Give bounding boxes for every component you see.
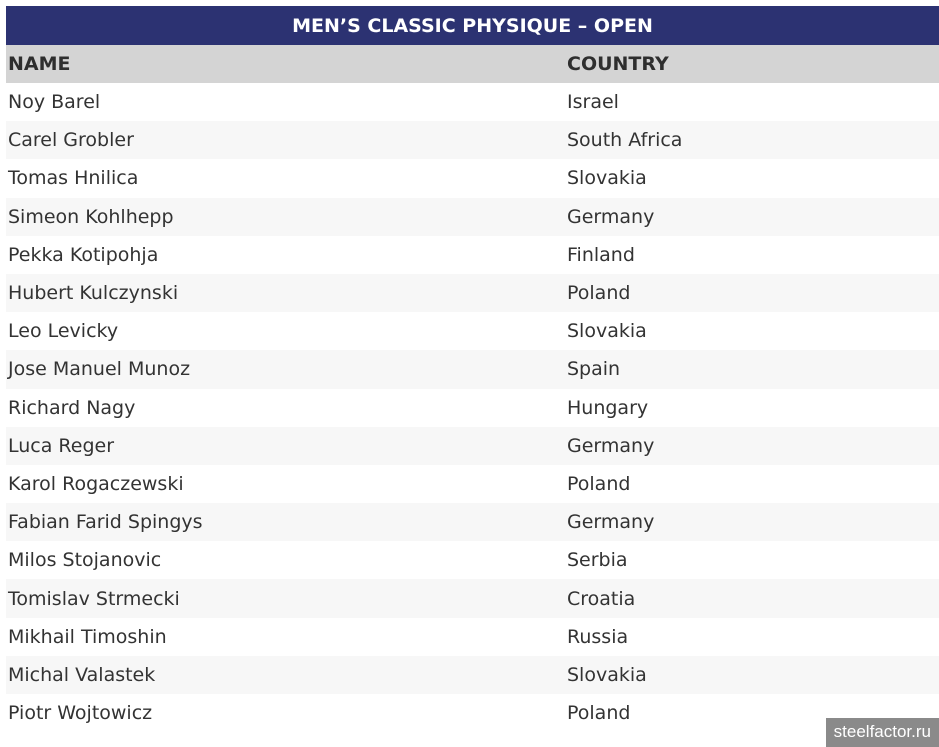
- watermark: steelfactor.ru: [825, 718, 939, 747]
- cell-name: Tomas Hnilica: [8, 167, 139, 190]
- table-title: MEN’S CLASSIC PHYSIQUE – OPEN: [6, 6, 939, 45]
- table-row: Richard Nagy Hungary: [6, 389, 939, 427]
- cell-name: Hubert Kulczynski: [8, 282, 179, 305]
- cell-country: Slovakia: [567, 663, 647, 686]
- cell-country: Slovakia: [567, 320, 647, 343]
- table-header: NAME COUNTRY: [6, 45, 939, 83]
- table-body: Noy Barel Israel Carel Grobler South Africa…: [6, 83, 939, 732]
- cell-country: Germany: [567, 434, 655, 457]
- cell-country: Russia: [567, 625, 629, 648]
- cell-name: Pekka Kotipohja: [8, 243, 159, 266]
- header-name: NAME: [8, 53, 71, 75]
- cell-name: Mikhail Timoshin: [8, 625, 167, 648]
- table-row: Fabian Farid Spingys Germany: [6, 503, 939, 542]
- table-row: Leo Levicky Slovakia: [6, 312, 939, 350]
- cell-name: Leo Levicky: [8, 320, 119, 343]
- header-country: COUNTRY: [567, 53, 669, 75]
- cell-name: Tomislav Strmecki: [8, 587, 180, 610]
- cell-name: Jose Manuel Munoz: [8, 358, 191, 381]
- table-row: Jose Manuel Munoz Spain: [6, 350, 939, 389]
- cell-name: Luca Reger: [8, 434, 115, 457]
- cell-country: Poland: [567, 282, 631, 305]
- cell-country: Finland: [567, 243, 635, 266]
- cell-country: Israel: [567, 91, 619, 114]
- cell-name: Richard Nagy: [8, 396, 136, 419]
- cell-country: Serbia: [567, 549, 628, 572]
- cell-country: Germany: [567, 205, 655, 228]
- cell-country: Poland: [567, 702, 631, 725]
- table-row: Tomislav Strmecki Croatia: [6, 579, 939, 618]
- cell-name: Piotr Wojtowicz: [8, 702, 153, 725]
- table-row: Piotr Wojtowicz Poland: [6, 694, 939, 732]
- table-row: Michal Valastek Slovakia: [6, 655, 939, 694]
- cell-name: Karol Rogaczewski: [8, 472, 184, 495]
- table-row: Karol Rogaczewski Poland: [6, 465, 939, 503]
- cell-name: Michal Valastek: [8, 663, 156, 686]
- cell-name: Simeon Kohlhepp: [8, 205, 174, 228]
- cell-country: Germany: [567, 511, 655, 534]
- cell-country: Spain: [567, 358, 621, 381]
- table-row: Milos Stojanovic Serbia: [6, 541, 939, 579]
- table-row: Carel Grobler South Africa: [6, 121, 939, 160]
- cell-name: Noy Barel: [8, 91, 101, 114]
- cell-country: South Africa: [567, 129, 683, 152]
- cell-country: Croatia: [567, 587, 636, 610]
- cell-name: Carel Grobler: [8, 129, 134, 152]
- table-row: Luca Reger Germany: [6, 426, 939, 465]
- cell-country: Slovakia: [567, 167, 647, 190]
- cell-country: Poland: [567, 472, 631, 495]
- cell-country: Hungary: [567, 396, 649, 419]
- table-row: Hubert Kulczynski Poland: [6, 273, 939, 313]
- results-table: MEN’S CLASSIC PHYSIQUE – OPEN NAME COUNT…: [6, 6, 939, 732]
- table-row: Simeon Kohlhepp Germany: [6, 197, 939, 236]
- table-row: Noy Barel Israel: [6, 83, 939, 121]
- table-row: Pekka Kotipohja Finland: [6, 236, 939, 274]
- cell-name: Milos Stojanovic: [8, 549, 162, 572]
- cell-name: Fabian Farid Spingys: [8, 511, 203, 534]
- table-row: Mikhail Timoshin Russia: [6, 618, 939, 656]
- table-row: Tomas Hnilica Slovakia: [6, 159, 939, 197]
